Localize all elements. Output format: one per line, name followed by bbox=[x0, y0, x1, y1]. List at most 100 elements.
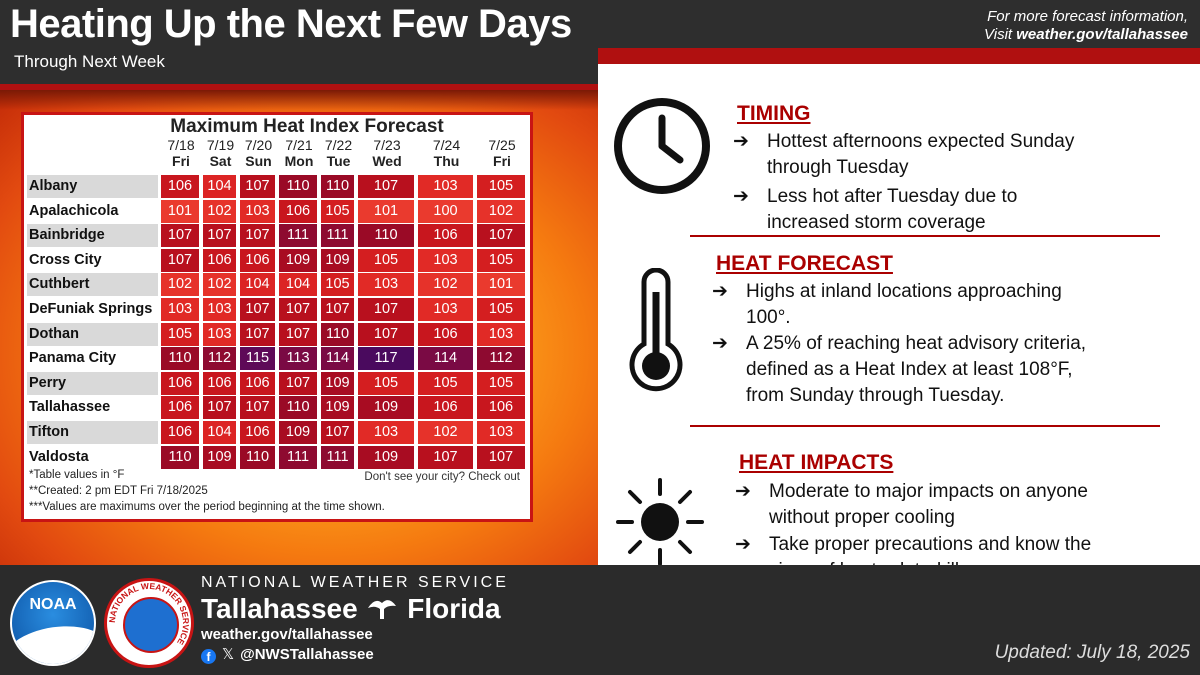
social-links: f 𝕏 @NWSTallahassee bbox=[201, 645, 374, 664]
bullet-text: Moderate to major impacts on anyone witho… bbox=[769, 481, 1088, 528]
city-name: Tifton bbox=[27, 421, 158, 444]
table-row: Panama City 110 112 115 113 114 117 114 112 bbox=[27, 347, 525, 371]
heat-index-cell: 104 bbox=[203, 421, 236, 444]
note-created: **Created: 2 pm EDT Fri 7/18/2025 bbox=[29, 485, 208, 497]
heat-index-cell: 106 bbox=[477, 396, 525, 420]
heat-index-cell: 109 bbox=[358, 396, 414, 420]
heat-index-cell: 107 bbox=[240, 224, 275, 248]
heat-index-cell: 106 bbox=[418, 396, 473, 420]
heat-index-cell: 114 bbox=[321, 347, 354, 371]
more-info-prefix: Visit bbox=[984, 26, 1017, 43]
column-header: 7/23 Wed bbox=[372, 137, 402, 169]
table-row: Tallahassee 106 107 107 110 109 109 106 106 bbox=[27, 396, 525, 420]
heat-index-cell: 105 bbox=[358, 371, 414, 395]
heat-index-cell: 107 bbox=[240, 298, 275, 321]
heat-index-cell: 115 bbox=[240, 347, 275, 371]
heat-index-cell: 106 bbox=[418, 224, 473, 248]
heat-index-cell: 103 bbox=[240, 199, 275, 223]
x-icon[interactable]: 𝕏 bbox=[222, 646, 235, 663]
table-row: Apalachicola 101 102 103 106 105 101 100 102 bbox=[27, 199, 525, 223]
heat-index-cell: 107 bbox=[358, 298, 414, 321]
column-header: 7/21 Mon bbox=[284, 137, 314, 169]
heat-index-cell: 110 bbox=[321, 175, 354, 198]
city-name: Tallahassee bbox=[27, 396, 158, 420]
city-name: Cuthbert bbox=[27, 273, 158, 297]
timing-title: TIMING bbox=[737, 102, 811, 125]
heat-index-cell: 107 bbox=[240, 175, 275, 198]
agency-name: NATIONAL WEATHER SERVICE bbox=[201, 574, 509, 591]
heat-index-cell: 111 bbox=[321, 224, 354, 248]
heat-index-cell: 107 bbox=[240, 396, 275, 420]
heat-index-cell: 102 bbox=[203, 273, 236, 297]
heat-index-cell: 107 bbox=[240, 322, 275, 346]
check-out-link[interactable]: Don't see your city? Check out bbox=[364, 471, 520, 483]
heat-index-cell: 112 bbox=[477, 347, 525, 371]
heat-index-cell: 102 bbox=[203, 199, 236, 223]
heat-index-cell: 107 bbox=[321, 421, 354, 444]
heat-index-cell: 109 bbox=[321, 371, 354, 395]
note-units: *Table values in °F bbox=[29, 469, 125, 481]
tree-icon bbox=[368, 600, 397, 619]
city-name: Panama City bbox=[27, 347, 158, 371]
table-row: Bainbridge 107 107 107 111 111 110 106 107 bbox=[27, 224, 525, 248]
heat-index-cell: 102 bbox=[161, 273, 199, 297]
heat-index-cell: 109 bbox=[279, 421, 317, 444]
divider bbox=[690, 425, 1160, 427]
column-header: 7/24 Thu bbox=[432, 137, 461, 169]
facebook-icon[interactable]: f bbox=[201, 649, 216, 664]
city-name: Perry bbox=[27, 371, 158, 395]
heat-index-cell: 101 bbox=[358, 199, 414, 223]
heat-index-cell: 106 bbox=[240, 371, 275, 395]
heat-index-cell: 107 bbox=[279, 322, 317, 346]
heat-index-cell: 106 bbox=[161, 371, 199, 395]
heat-index-cell: 107 bbox=[477, 445, 525, 469]
heat-index-cell: 103 bbox=[418, 248, 473, 272]
table-row: Cross City 107 106 106 109 109 105 103 105 bbox=[27, 248, 525, 272]
column-header: 7/25 Fri bbox=[488, 137, 516, 169]
heat-index-cell: 102 bbox=[477, 199, 525, 223]
info-panel bbox=[598, 64, 1200, 602]
more-info: For more forecast information, Visit wea… bbox=[984, 8, 1188, 44]
more-info-link[interactable]: weather.gov/tallahassee bbox=[1016, 26, 1188, 43]
heat-impacts-title: HEAT IMPACTS bbox=[739, 451, 894, 474]
arrow-icon: ➔ bbox=[733, 186, 749, 207]
twitter-handle[interactable]: @NWSTallahassee bbox=[240, 646, 374, 663]
panel-top-bar bbox=[598, 48, 1200, 64]
heat-index-cell: 111 bbox=[279, 224, 317, 248]
heat-index-cell: 103 bbox=[477, 421, 525, 444]
note-maximums: ***Values are maximums over the period b… bbox=[29, 501, 385, 513]
heat-index-cell: 103 bbox=[161, 298, 199, 321]
heat-index-cell: 104 bbox=[279, 273, 317, 297]
nws-seal: NATIONAL WEATHER SERVICE bbox=[104, 578, 194, 668]
table-row: Cuthbert 102 102 104 104 105 103 102 101 bbox=[27, 273, 525, 297]
heat-index-cell: 105 bbox=[477, 371, 525, 395]
footer-site-link[interactable]: weather.gov/tallahassee bbox=[201, 626, 373, 643]
city-name: Cross City bbox=[27, 248, 158, 272]
heat-index-cell: 113 bbox=[279, 347, 317, 371]
heat-index-cell: 103 bbox=[203, 298, 236, 321]
table-row: Dothan 105 103 107 107 110 107 106 103 bbox=[27, 322, 525, 346]
heat-index-table: Maximum Heat Index Forecast 7/18 Fri 7/19 S… bbox=[21, 112, 533, 522]
heat-index-cell: 117 bbox=[358, 347, 414, 371]
heat-index-cell: 109 bbox=[321, 248, 354, 272]
heat-index-cell: 101 bbox=[477, 273, 525, 297]
heat-index-cell: 109 bbox=[321, 396, 354, 420]
heat-index-cell: 103 bbox=[477, 322, 525, 346]
heat-index-cell: 105 bbox=[321, 199, 354, 223]
heat-index-cell: 100 bbox=[418, 199, 473, 223]
table-title: Maximum Heat Index Forecast bbox=[170, 116, 444, 137]
arrow-icon: ➔ bbox=[733, 131, 749, 152]
city-name: Bainbridge bbox=[27, 224, 158, 248]
heat-index-cell: 104 bbox=[240, 273, 275, 297]
table-row: Perry 106 106 106 107 109 105 105 105 bbox=[27, 371, 525, 395]
heat-index-cell: 105 bbox=[477, 248, 525, 272]
arrow-icon: ➔ bbox=[735, 534, 751, 555]
bullet-text: Less hot after Tuesday due to increased s… bbox=[767, 186, 1018, 233]
office-name: Tallahassee Florida bbox=[201, 593, 501, 624]
heat-index-cell: 101 bbox=[161, 199, 199, 223]
heat-index-cell: 106 bbox=[161, 396, 199, 420]
heat-index-cell: 106 bbox=[240, 421, 275, 444]
heat-index-cell: 106 bbox=[418, 322, 473, 346]
heat-index-cell: 105 bbox=[418, 371, 473, 395]
heat-index-cell: 103 bbox=[358, 421, 414, 444]
